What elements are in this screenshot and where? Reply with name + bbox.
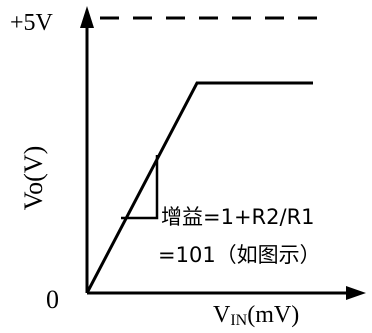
gain-annotation-line2: =101（如图示） [158, 243, 321, 267]
y-axis-label: Vo(V) [19, 146, 48, 211]
gain-triangle [121, 155, 159, 220]
gain-annotation-line1: 增益=1+R2/R1 [161, 205, 315, 229]
ref-line-label: +5V [10, 10, 54, 36]
x-axis-label: VIN(mV) [213, 302, 299, 329]
x-axis-arrow [346, 286, 366, 300]
series-line [85, 81, 313, 294]
origin-label: 0 [46, 285, 59, 314]
y-axis-arrow [80, 6, 94, 28]
